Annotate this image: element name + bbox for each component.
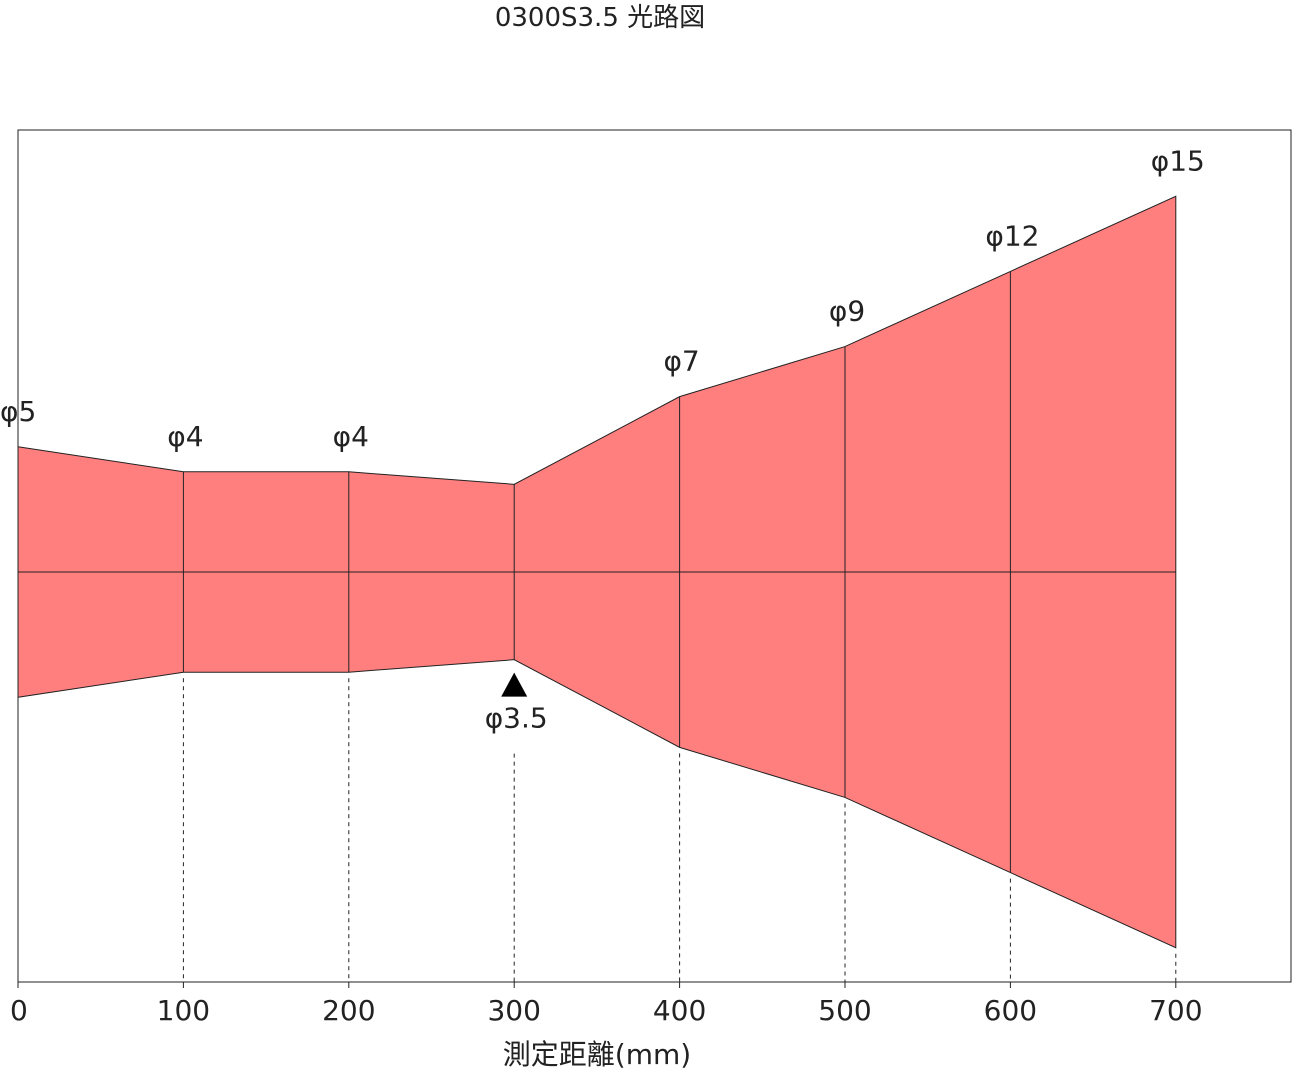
diameter-label: φ5 (0, 395, 36, 428)
x-tick-label: 700 (1149, 994, 1202, 1027)
x-tick-label: 600 (984, 994, 1037, 1027)
x-tick-label: 100 (157, 994, 210, 1027)
x-tick-label: 400 (653, 994, 706, 1027)
diameter-label: φ9 (829, 295, 865, 328)
diameter-label-layer: φ5 φ4 φ4 φ3.5 φ7 φ9 φ12 φ15 (0, 144, 1205, 734)
diameter-label: φ12 (985, 219, 1039, 252)
chart-title: 0300S3.5 光路図 (495, 3, 705, 33)
spot-marker-triangle (501, 672, 528, 697)
diameter-label: φ4 (333, 420, 369, 453)
x-tick-label: 300 (487, 994, 540, 1027)
x-axis-title: 測定距離(mm) (503, 1038, 691, 1071)
x-tick-label: 0 (10, 994, 28, 1027)
diameter-label: φ15 (1151, 144, 1205, 177)
beam-layer (17, 195, 1177, 949)
x-tick-layer: 0 100 200 300 400 500 600 700 (10, 982, 1203, 1027)
x-tick-label: 200 (322, 994, 375, 1027)
diameter-label: φ3.5 (485, 702, 548, 735)
guide-layer (182, 678, 1177, 982)
diameter-label: φ7 (663, 345, 699, 378)
diameter-label: φ4 (167, 420, 203, 453)
x-tick-label: 500 (818, 994, 871, 1027)
